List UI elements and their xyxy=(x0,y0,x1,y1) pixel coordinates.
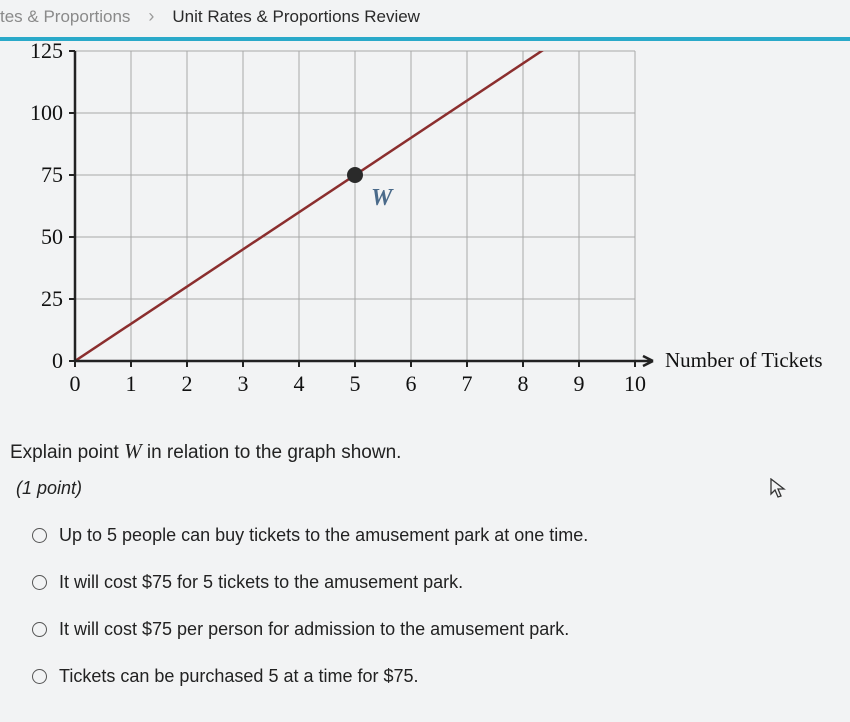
option-2[interactable]: It will cost $75 per person for admissio… xyxy=(32,619,840,640)
svg-text:W: W xyxy=(371,185,394,211)
chart-container: 0123456789100255075100125WNumber of Tick… xyxy=(0,41,850,421)
svg-text:5: 5 xyxy=(350,371,361,396)
option-0[interactable]: Up to 5 people can buy tickets to the am… xyxy=(32,525,840,546)
svg-text:2: 2 xyxy=(182,371,193,396)
breadcrumb-current[interactable]: Unit Rates & Proportions Review xyxy=(172,7,420,27)
option-1[interactable]: It will cost $75 for 5 tickets to the am… xyxy=(32,572,840,593)
option-label: Tickets can be purchased 5 at a time for… xyxy=(59,666,419,687)
svg-text:7: 7 xyxy=(462,371,473,396)
radio-icon[interactable] xyxy=(32,622,47,637)
breadcrumb-prev[interactable]: tes & Proportions xyxy=(0,7,130,27)
svg-text:50: 50 xyxy=(41,224,63,249)
svg-text:8: 8 xyxy=(518,371,529,396)
question-points: (1 point) xyxy=(10,478,840,499)
question-text-after: in relation to the graph shown. xyxy=(142,442,402,463)
radio-icon[interactable] xyxy=(32,528,47,543)
svg-text:10: 10 xyxy=(624,371,646,396)
line-chart: 0123456789100255075100125WNumber of Tick… xyxy=(0,41,850,421)
option-label: It will cost $75 per person for admissio… xyxy=(59,619,569,640)
svg-text:3: 3 xyxy=(238,371,249,396)
question-area: Explain point W in relation to the graph… xyxy=(0,421,850,687)
svg-text:1: 1 xyxy=(126,371,137,396)
breadcrumb: tes & Proportions › Unit Rates & Proport… xyxy=(0,0,850,37)
svg-text:0: 0 xyxy=(70,371,81,396)
svg-text:75: 75 xyxy=(41,162,63,187)
svg-text:25: 25 xyxy=(41,286,63,311)
option-3[interactable]: Tickets can be purchased 5 at a time for… xyxy=(32,666,840,687)
radio-icon[interactable] xyxy=(32,575,47,590)
svg-text:0: 0 xyxy=(52,348,63,373)
question-point-symbol: W xyxy=(124,439,142,463)
svg-text:4: 4 xyxy=(294,371,305,396)
question-text-before: Explain point xyxy=(10,442,124,463)
option-label: Up to 5 people can buy tickets to the am… xyxy=(59,525,588,546)
svg-text:125: 125 xyxy=(30,41,63,63)
svg-text:100: 100 xyxy=(30,100,63,125)
svg-text:9: 9 xyxy=(574,371,585,396)
chevron-right-icon: › xyxy=(148,6,154,27)
radio-icon[interactable] xyxy=(32,669,47,684)
svg-text:6: 6 xyxy=(406,371,417,396)
question-text: Explain point W in relation to the graph… xyxy=(10,439,840,464)
options-list: Up to 5 people can buy tickets to the am… xyxy=(10,525,840,687)
option-label: It will cost $75 for 5 tickets to the am… xyxy=(59,572,463,593)
svg-text:Number of Tickets: Number of Tickets xyxy=(665,348,823,372)
